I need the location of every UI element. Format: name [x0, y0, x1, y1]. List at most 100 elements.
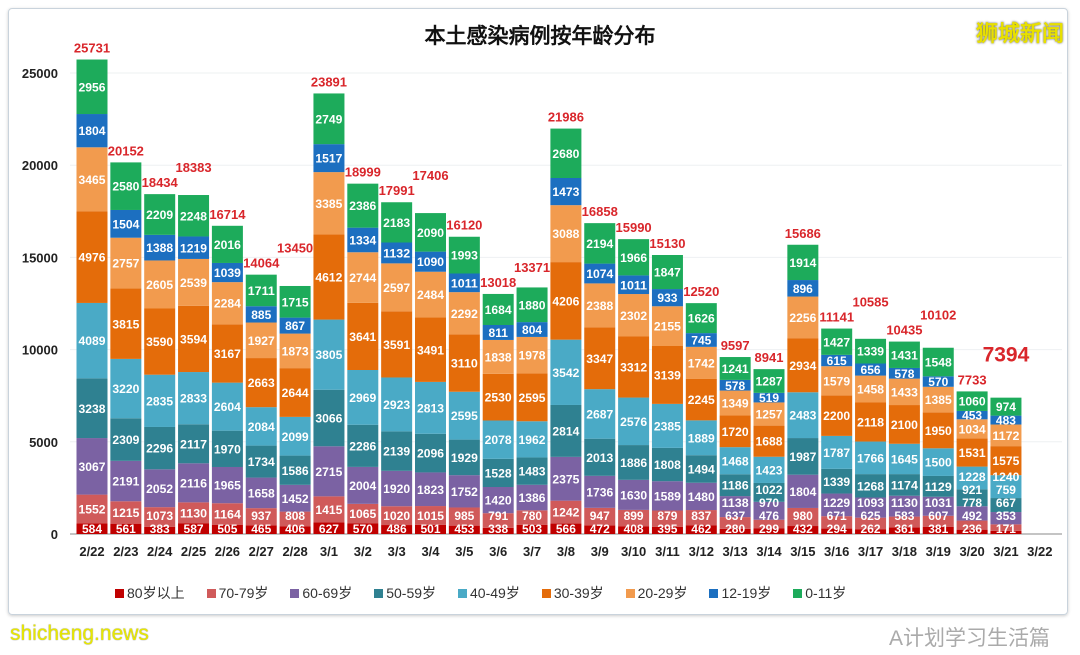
bar-segment — [279, 416, 311, 456]
bar-segment — [651, 346, 683, 404]
bar-segment — [516, 287, 548, 323]
segment-value-label: 2052 — [146, 482, 173, 496]
bar-segment — [990, 424, 1022, 447]
bar-segment — [888, 495, 920, 517]
segment-value-label: 578 — [894, 367, 914, 381]
segment-value-label: 361 — [894, 522, 914, 536]
segment-value-label: 1978 — [519, 349, 546, 363]
total-label: 16714 — [209, 207, 246, 222]
segment-value-label: 2604 — [214, 400, 241, 414]
segment-value-label: 1715 — [282, 295, 309, 309]
chart-title: 本土感染病例按年龄分布 — [424, 25, 656, 48]
segment-value-label: 1575 — [992, 454, 1019, 468]
segment-value-label: 570 — [928, 375, 948, 389]
bar-segment — [753, 519, 785, 529]
segment-value-label: 3347 — [586, 352, 613, 366]
bar-segment — [313, 172, 345, 235]
segment-value-label: 837 — [691, 509, 711, 523]
bar-segment — [178, 523, 210, 534]
segment-value-label: 4976 — [79, 251, 106, 265]
segment-value-label: 1039 — [214, 266, 241, 280]
bar-segment — [448, 475, 480, 508]
legend-swatch — [793, 588, 803, 598]
x-tick-label: 2/28 — [282, 544, 307, 559]
segment-value-label: 1752 — [451, 485, 478, 499]
segment-value-label: 1586 — [282, 464, 309, 478]
bar-segment — [855, 375, 887, 403]
bar-segment — [584, 525, 616, 534]
bar-segment — [753, 425, 785, 457]
bar-segment — [381, 202, 413, 243]
x-tick-label: 3/5 — [455, 544, 473, 559]
bar-segment — [381, 311, 413, 378]
segment-value-label: 637 — [725, 509, 745, 523]
x-tick-label: 2/25 — [181, 544, 206, 559]
bar-segment — [110, 523, 142, 534]
bar-segment — [685, 525, 717, 534]
bar-segment — [313, 446, 345, 497]
bar-segment — [178, 305, 210, 373]
segment-value-label: 1011 — [620, 278, 647, 292]
y-tick-label: 25000 — [22, 66, 58, 81]
bar-segment — [550, 404, 582, 457]
segment-value-label: 2644 — [282, 386, 309, 400]
segment-value-label: 1548 — [925, 356, 952, 370]
bar-segment — [787, 438, 819, 475]
bar-segment — [178, 463, 210, 503]
bar-segment — [719, 517, 751, 529]
x-tick-label: 3/12 — [689, 544, 714, 559]
x-tick-label: 3/1 — [320, 544, 338, 559]
segment-value-label: 2248 — [180, 209, 207, 223]
segment-value-label: 2004 — [349, 479, 376, 493]
segment-value-label: 1808 — [654, 458, 681, 472]
segment-value-label: 453 — [962, 409, 982, 423]
bar-segment — [482, 486, 514, 514]
segment-value-label: 1993 — [451, 249, 478, 263]
segment-value-label: 3220 — [112, 382, 139, 396]
bar-segment — [787, 296, 819, 339]
y-tick-label: 10000 — [22, 343, 58, 358]
bar-segment — [313, 389, 345, 447]
bar-segment — [211, 324, 243, 383]
legend-swatch — [541, 588, 551, 598]
bar-segment — [956, 506, 988, 521]
bar-segment — [313, 234, 345, 320]
bar-segment — [279, 285, 311, 318]
segment-value-label: 453 — [454, 522, 474, 536]
segment-value-label: 1130 — [180, 506, 207, 520]
segment-value-label: 885 — [251, 308, 271, 322]
bar-segment — [584, 263, 616, 284]
bar-segment — [448, 525, 480, 534]
bar-segment — [245, 322, 277, 359]
segment-value-label: 3167 — [214, 347, 241, 361]
bar-segment — [347, 252, 379, 303]
segment-value-label: 4206 — [552, 294, 579, 308]
segment-value-label: 3110 — [451, 357, 478, 371]
segment-value-label: 1630 — [620, 488, 647, 502]
bar-segment — [719, 496, 751, 518]
x-tick-label: 3/14 — [756, 544, 782, 559]
segment-value-label: 2813 — [417, 401, 444, 415]
bar-segment — [516, 524, 548, 534]
segment-value-label: 505 — [217, 522, 237, 536]
segment-value-label: 1494 — [688, 463, 715, 477]
bar-segment — [550, 339, 582, 405]
segment-value-label: 476 — [759, 509, 779, 523]
segment-value-label: 486 — [387, 522, 407, 536]
segment-value-label: 2302 — [620, 309, 647, 323]
segment-value-label: 2286 — [349, 439, 376, 453]
segment-value-label: 1688 — [756, 435, 783, 449]
bar-segment — [855, 497, 887, 518]
segment-value-label: 1914 — [789, 256, 816, 270]
segment-value-label: 338 — [488, 522, 508, 536]
segment-value-label: 2078 — [485, 433, 512, 447]
x-tick-label: 3/3 — [388, 544, 406, 559]
x-tick-label: 2/24 — [147, 544, 173, 559]
segment-value-label: 671 — [827, 509, 847, 523]
segment-value-label: 1420 — [485, 494, 512, 508]
bar-segment — [787, 338, 819, 393]
legend-item: 40-49岁 — [458, 583, 520, 603]
segment-value-label: 1074 — [586, 267, 613, 281]
bar-segment — [685, 510, 717, 526]
segment-value-label: 867 — [285, 319, 305, 333]
